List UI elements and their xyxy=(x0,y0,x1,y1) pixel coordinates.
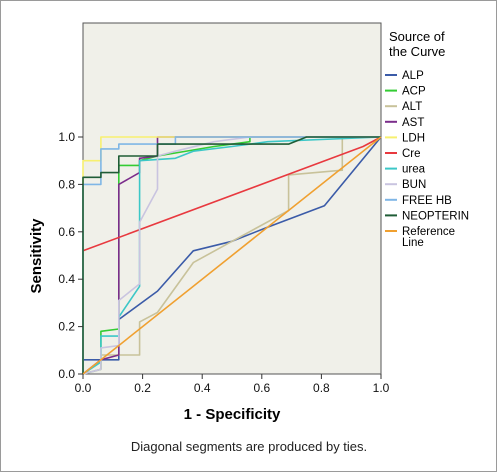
legend-title: Source of the Curve xyxy=(389,29,445,59)
y-tick-label: 0.6 xyxy=(58,225,75,239)
legend: Source of the Curve ALP ACP ALT AST LDH Cre urea… xyxy=(385,29,469,249)
legend-label: Cre xyxy=(402,148,421,160)
legend-label: ACP xyxy=(402,86,426,98)
x-tick-label: 0.4 xyxy=(194,381,211,395)
legend-label: AST xyxy=(402,117,424,129)
footnote: Diagonal segments are produced by ties. xyxy=(131,439,367,454)
x-tick-label: 1.0 xyxy=(373,381,390,395)
series-layer xyxy=(82,136,382,375)
legend-label: FREE HB xyxy=(402,195,452,207)
x-tick-label: 0.8 xyxy=(313,381,330,395)
y-tick-label: 1.0 xyxy=(58,130,75,144)
x-axis-title: 1 - Specificity xyxy=(184,406,281,423)
x-tick-label: 0.0 xyxy=(75,381,92,395)
y-tick-label: 0.2 xyxy=(58,320,75,334)
series-line-reference-line xyxy=(82,136,382,375)
series-line-alt xyxy=(82,136,381,375)
series-line-cre xyxy=(82,136,382,252)
y-axis-title: Sensitivity xyxy=(28,218,45,294)
x-tick-label: 0.6 xyxy=(253,381,270,395)
x-tick-label: 0.2 xyxy=(134,381,151,395)
legend-label: ALP xyxy=(402,70,424,82)
axes-layer: 0.0 0.2 0.4 0.6 0.8 1.0 0.0 0.2 0.4 0.6 0.8 1.0 xyxy=(58,130,389,395)
series-line-bun xyxy=(82,136,381,375)
legend-label: ALT xyxy=(402,101,422,113)
legend-label: NEOPTERIN xyxy=(402,210,469,222)
y-tick-label: 0.0 xyxy=(58,367,75,381)
legend-label: Reference Line xyxy=(402,226,455,249)
legend-label: BUN xyxy=(402,179,426,191)
series-line-neopterin xyxy=(82,136,381,374)
legend-label: urea xyxy=(402,164,426,176)
series-line-free-hb xyxy=(82,136,381,374)
legend-label: LDH xyxy=(402,132,425,144)
plot-area xyxy=(82,22,382,375)
y-tick-label: 0.4 xyxy=(58,272,75,286)
y-tick-label: 0.8 xyxy=(58,177,75,191)
